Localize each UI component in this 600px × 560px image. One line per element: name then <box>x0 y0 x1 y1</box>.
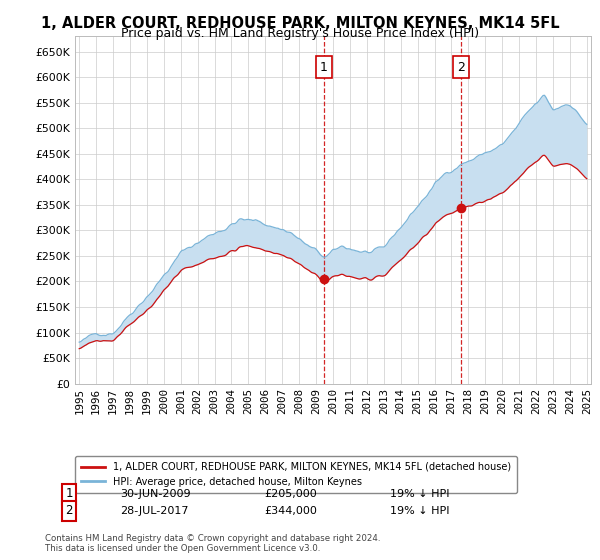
Text: 19% ↓ HPI: 19% ↓ HPI <box>390 489 449 499</box>
Text: 2: 2 <box>457 60 465 73</box>
Text: 1: 1 <box>320 60 328 73</box>
Legend: 1, ALDER COURT, REDHOUSE PARK, MILTON KEYNES, MK14 5FL (detached house), HPI: Av: 1, ALDER COURT, REDHOUSE PARK, MILTON KE… <box>75 456 517 493</box>
Text: 1: 1 <box>65 487 73 501</box>
Text: Price paid vs. HM Land Registry's House Price Index (HPI): Price paid vs. HM Land Registry's House … <box>121 27 479 40</box>
Text: 2: 2 <box>65 504 73 517</box>
Text: £344,000: £344,000 <box>264 506 317 516</box>
Text: £205,000: £205,000 <box>264 489 317 499</box>
Text: Contains HM Land Registry data © Crown copyright and database right 2024.
This d: Contains HM Land Registry data © Crown c… <box>45 534 380 553</box>
Text: 1, ALDER COURT, REDHOUSE PARK, MILTON KEYNES, MK14 5FL: 1, ALDER COURT, REDHOUSE PARK, MILTON KE… <box>41 16 559 31</box>
Text: 19% ↓ HPI: 19% ↓ HPI <box>390 506 449 516</box>
Text: 30-JUN-2009: 30-JUN-2009 <box>120 489 191 499</box>
Text: 28-JUL-2017: 28-JUL-2017 <box>120 506 188 516</box>
